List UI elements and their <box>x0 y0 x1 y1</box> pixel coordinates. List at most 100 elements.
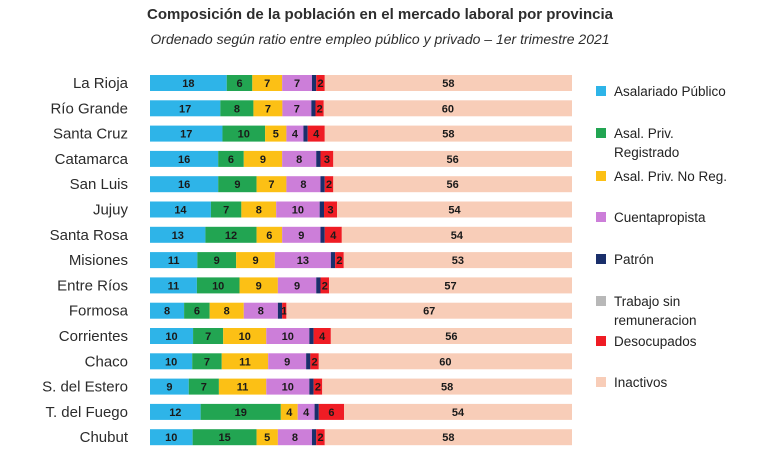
bar-desocupados-t-del-fuego <box>318 403 345 420</box>
value-label-asal-priv-registrado-rio-grande: 8 <box>234 103 240 115</box>
legend-swatch <box>596 336 606 346</box>
bar-inactivos-t-del-fuego <box>344 403 572 420</box>
value-label-cuentapropista-la-rioja: 7 <box>294 78 300 90</box>
bar-asal-priv-registrado-la-rioja <box>226 75 253 91</box>
value-label-asal-priv-no-reg-santa-cruz: 5 <box>273 129 279 141</box>
bar-inactivos-catamarca <box>333 150 572 167</box>
value-label-desocupados-la-rioja: 2 <box>317 78 323 90</box>
legend-label: Asal. Priv. Registrado <box>614 124 679 162</box>
value-label-asalariado-publico-san-luis: 16 <box>178 179 190 191</box>
value-label-asal-priv-no-reg-jujuy: 8 <box>256 205 262 217</box>
bar-patron-formosa <box>277 302 283 319</box>
value-label-desocupados-misiones: 2 <box>336 255 342 267</box>
bar-cuentapropista-santa-rosa <box>282 226 321 243</box>
value-label-desocupados-t-del-fuego: 6 <box>328 407 334 419</box>
bar-asal-priv-registrado-chubut <box>192 429 257 446</box>
bar-asalariado-publico-entre-rios <box>150 277 197 294</box>
value-label-cuentapropista-santa-rosa: 9 <box>298 230 304 242</box>
value-label-inactivos-rio-grande: 60 <box>442 103 454 115</box>
value-label-desocupados-catamarca: 3 <box>324 154 330 166</box>
value-label-cuentapropista-chubut: 8 <box>292 432 298 444</box>
bar-inactivos-entre-rios <box>329 277 572 294</box>
bar-cuentapropista-chubut <box>277 429 312 446</box>
bar-asal-priv-no-reg-santa-rosa <box>256 226 283 243</box>
value-label-desocupados-jujuy: 3 <box>327 205 333 217</box>
bar-asal-priv-registrado-s-del-estero <box>188 378 219 395</box>
value-label-cuentapropista-rio-grande: 7 <box>294 103 300 115</box>
bar-desocupados-catamarca <box>320 150 334 167</box>
category-label-rio-grande: Río Grande <box>50 100 128 117</box>
legend-label: Asal. Priv. No Reg. <box>614 167 727 186</box>
legend-label: Patrón <box>614 250 654 269</box>
category-label-santa-rosa: Santa Rosa <box>50 227 129 244</box>
legend-swatch <box>596 171 606 181</box>
bar-desocupados-jujuy <box>324 201 338 218</box>
bar-patron-chaco <box>306 353 311 370</box>
bar-asal-priv-registrado-rio-grande <box>220 100 254 117</box>
legend-swatch <box>596 296 606 306</box>
bar-asalariado-publico-formosa <box>150 302 185 319</box>
bar-patron-s-del-estero <box>309 378 314 395</box>
value-label-cuentapropista-chaco: 9 <box>284 356 290 368</box>
value-label-inactivos-misiones: 53 <box>452 255 464 267</box>
category-label-misiones: Misiones <box>69 252 128 269</box>
legend-label: Trabajo sin remuneracion <box>614 292 697 330</box>
bar-cuentapropista-s-del-estero <box>266 378 310 395</box>
bar-desocupados-entre-rios <box>320 277 330 294</box>
value-label-asal-priv-no-reg-corrientes: 10 <box>239 331 251 343</box>
legend-label-line: Inactivos <box>614 375 668 390</box>
bar-inactivos-santa-cruz <box>324 125 572 142</box>
bar-cuentapropista-catamarca <box>282 150 317 167</box>
bar-desocupados-rio-grande <box>315 100 324 117</box>
value-label-desocupados-chubut: 2 <box>317 432 323 444</box>
value-label-asal-priv-no-reg-san-luis: 7 <box>268 179 274 191</box>
bar-patron-t-del-fuego <box>314 403 319 420</box>
value-label-inactivos-chubut: 58 <box>442 432 454 444</box>
bar-asal-priv-no-reg-rio-grande <box>253 100 283 117</box>
bar-asal-priv-registrado-san-luis <box>218 176 257 193</box>
value-label-asal-priv-registrado-t-del-fuego: 19 <box>235 407 247 419</box>
legend-label-line: Asal. Priv. No Reg. <box>614 169 728 184</box>
bar-asal-priv-no-reg-t-del-fuego <box>280 403 298 420</box>
value-label-asal-priv-no-reg-chaco: 11 <box>239 356 251 368</box>
legend-label-line: Asalariado Público <box>614 84 726 99</box>
bar-patron-catamarca <box>316 150 321 167</box>
bar-asalariado-publico-t-del-fuego <box>150 403 201 420</box>
bar-cuentapropista-entre-rios <box>277 277 317 294</box>
value-label-asalariado-publico-la-rioja: 18 <box>182 78 194 90</box>
value-label-asal-priv-no-reg-misiones: 9 <box>252 255 258 267</box>
bar-desocupados-chubut <box>316 429 325 446</box>
bar-asal-priv-no-reg-chubut <box>256 429 278 446</box>
category-label-jujuy: Jujuy <box>93 202 129 219</box>
bar-inactivos-s-del-estero <box>322 378 572 395</box>
bar-asal-priv-registrado-jujuy <box>210 201 242 218</box>
value-label-asalariado-publico-jujuy: 14 <box>174 205 187 217</box>
chart-title: Composición de la población en el mercad… <box>147 6 613 23</box>
value-label-asal-priv-no-reg-catamarca: 9 <box>260 154 266 166</box>
bar-asal-priv-registrado-chaco <box>192 353 222 370</box>
legend-label-line: Registrado <box>614 145 680 160</box>
bar-asalariado-publico-santa-cruz <box>150 125 223 142</box>
category-label-chubut: Chubut <box>80 429 129 446</box>
value-label-asalariado-publico-chaco: 10 <box>165 356 177 368</box>
bar-asal-priv-registrado-corrientes <box>193 328 224 344</box>
bar-patron-entre-rios <box>316 277 321 294</box>
value-label-cuentapropista-santa-cruz: 4 <box>292 129 299 141</box>
category-label-entre-rios: Entre Ríos <box>57 277 128 294</box>
value-label-asalariado-publico-entre-rios: 11 <box>168 280 180 292</box>
legend-label-line: Cuentapropista <box>614 210 706 225</box>
value-label-inactivos-s-del-estero: 58 <box>441 382 453 394</box>
value-label-inactivos-chaco: 60 <box>439 356 451 368</box>
value-label-asal-priv-no-reg-la-rioja: 7 <box>264 78 270 90</box>
value-label-asalariado-publico-t-del-fuego: 12 <box>169 407 181 419</box>
value-label-asal-priv-registrado-s-del-estero: 7 <box>201 382 207 394</box>
bar-inactivos-la-rioja <box>324 75 572 91</box>
value-label-inactivos-catamarca: 56 <box>447 154 459 166</box>
value-label-desocupados-entre-rios: 2 <box>322 280 328 292</box>
category-label-la-rioja: La Rioja <box>73 75 129 92</box>
value-label-cuentapropista-san-luis: 8 <box>300 179 306 191</box>
value-label-cuentapropista-corrientes: 10 <box>282 331 294 343</box>
bar-asalariado-publico-san-luis <box>150 176 219 193</box>
bar-desocupados-san-luis <box>324 176 334 193</box>
